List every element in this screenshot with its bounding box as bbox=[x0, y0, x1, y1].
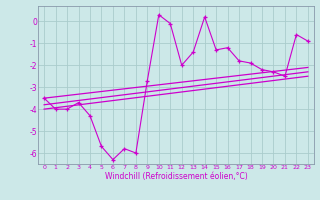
X-axis label: Windchill (Refroidissement éolien,°C): Windchill (Refroidissement éolien,°C) bbox=[105, 172, 247, 181]
